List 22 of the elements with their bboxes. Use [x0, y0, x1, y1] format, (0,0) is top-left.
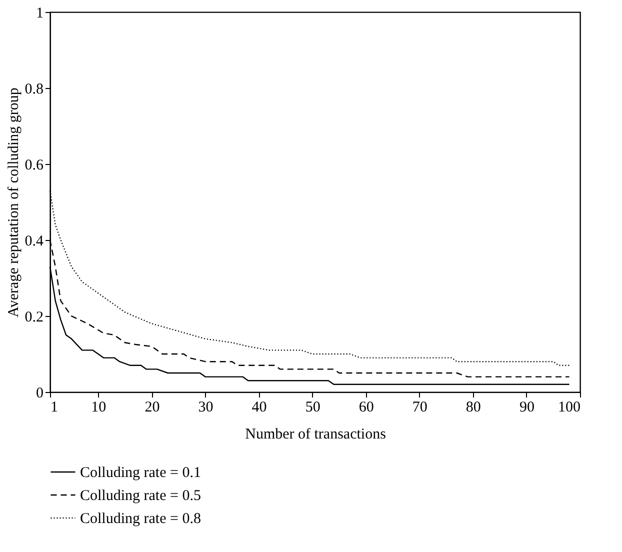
- x-tick-label: 90: [519, 400, 534, 416]
- y-axis-title: Average reputation of colluding group: [6, 88, 22, 318]
- legend-label: Colluding rate = 0.8: [80, 511, 201, 527]
- x-axis-title: Number of transactions: [245, 426, 386, 442]
- x-tick-label: 60: [358, 400, 374, 416]
- y-tick-label: 0.2: [24, 310, 44, 326]
- y-tick-label: 0.4: [24, 234, 44, 250]
- x-tick-label: 70: [412, 400, 428, 416]
- x-tick-label: 1: [50, 400, 58, 416]
- y-tick-label: 0: [36, 386, 44, 402]
- x-tick-label: 10: [91, 400, 106, 416]
- x-tick-label: 40: [252, 400, 267, 416]
- y-tick-label: 1: [36, 6, 44, 22]
- legend-label: Colluding rate = 0.5: [80, 488, 201, 504]
- x-tick-label: 30: [198, 400, 214, 416]
- x-tick-label: 80: [466, 400, 481, 416]
- y-tick-label: 0.8: [24, 82, 44, 98]
- x-tick-label: 100: [558, 400, 580, 416]
- legend-label: Colluding rate = 0.1: [80, 465, 201, 481]
- y-tick-label: 0.6: [24, 158, 44, 174]
- x-tick-label: 50: [305, 400, 320, 416]
- x-tick-label: 20: [144, 400, 160, 416]
